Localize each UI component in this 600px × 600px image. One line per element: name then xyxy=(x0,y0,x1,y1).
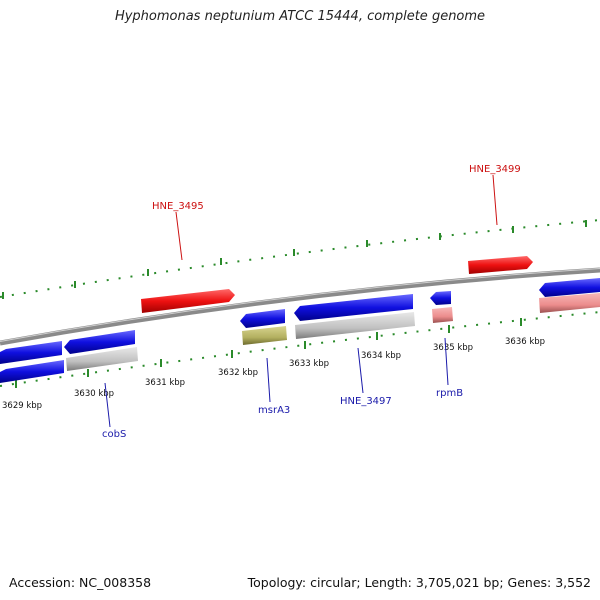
accession-text: Accession: NC_008358 xyxy=(9,575,152,590)
gene-label-hne-3499: HNE_3499 xyxy=(469,164,521,175)
feature-cds-row1[interactable] xyxy=(0,278,600,364)
topology-text: Topology: circular; Length: 3,705,021 bp… xyxy=(247,575,591,590)
kbp-label: 3629 kbp xyxy=(2,401,42,411)
gene-label-cobs: cobS xyxy=(102,429,126,440)
inner-major-ticks xyxy=(15,318,522,388)
genome-backbone xyxy=(0,267,600,346)
feature-hne-3499[interactable] xyxy=(468,256,533,274)
feature-hne-3495[interactable] xyxy=(141,289,235,313)
kbp-label: 3636 kbp xyxy=(505,337,545,347)
map-title: Hyphomonas neptunium ATCC 15444, complet… xyxy=(114,9,486,24)
kbp-label: 3635 kbp xyxy=(433,343,473,353)
kbp-label: 3632 kbp xyxy=(218,368,258,378)
kbp-label: 3634 kbp xyxy=(361,351,401,361)
outer-major-ticks xyxy=(2,220,587,299)
gene-label-rpmb: rpmB xyxy=(436,388,463,399)
kbp-label: 3631 kbp xyxy=(145,378,185,388)
label-leaders xyxy=(104,174,498,428)
kbp-label: 3630 kbp xyxy=(74,389,114,399)
gene-label-hne-3497: HNE_3497 xyxy=(340,396,392,407)
outer-tick-ring xyxy=(0,219,600,298)
scale-labels: 3629 kbp 3630 kbp 3631 kbp 3632 kbp 3633… xyxy=(2,337,545,411)
inner-tick-ring xyxy=(0,311,600,387)
gene-labels: HNE_3495 HNE_3499 cobS msrA3 HNE_3497 rp… xyxy=(102,164,521,440)
feature-row2[interactable] xyxy=(0,293,600,383)
gene-label-msra3: msrA3 xyxy=(258,405,290,416)
kbp-label: 3633 kbp xyxy=(289,359,329,369)
gene-label-hne-3495: HNE_3495 xyxy=(152,201,204,212)
